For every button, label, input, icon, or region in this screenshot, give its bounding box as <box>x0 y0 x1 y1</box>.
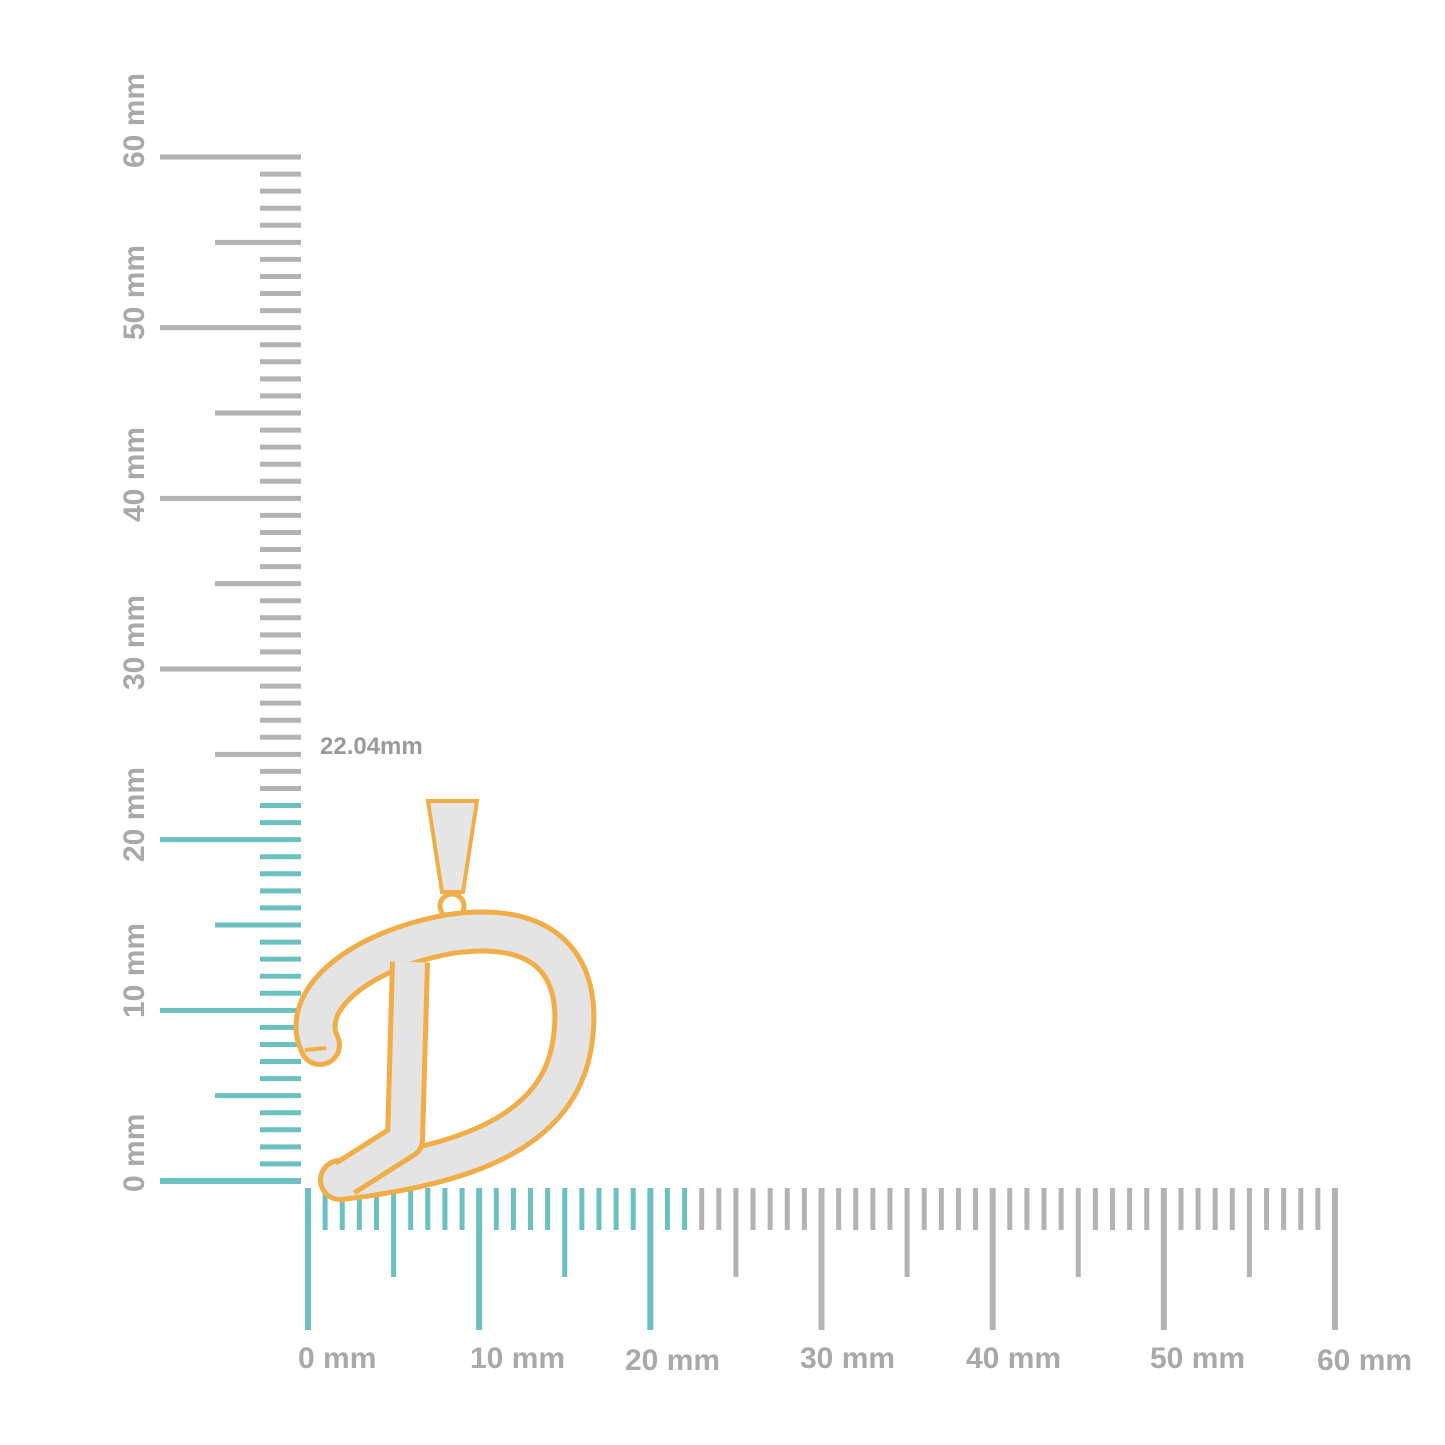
h-label-60: 60 mm <box>1317 1344 1413 1377</box>
h-label-30: 30 mm <box>800 1342 896 1375</box>
h-label-10: 10 mm <box>470 1342 566 1375</box>
v-label-30: 30 mm <box>118 594 151 690</box>
h-label-20: 20 mm <box>625 1344 721 1377</box>
v-label-10: 10 mm <box>118 922 151 1018</box>
pendant-bail <box>425 799 480 921</box>
height-measurement: 22.04mm <box>320 733 423 760</box>
v-label-20: 20 mm <box>118 766 151 862</box>
v-label-40: 40 mm <box>118 426 151 522</box>
v-label-0: 0 mm <box>118 1113 151 1192</box>
h-label-0: 0 mm <box>298 1342 377 1375</box>
h-label-40: 40 mm <box>966 1342 1062 1375</box>
v-label-60: 60 mm <box>118 72 151 168</box>
h-label-50: 50 mm <box>1150 1342 1246 1375</box>
pendant-letter-d <box>293 909 597 1202</box>
v-label-50: 50 mm <box>118 244 151 340</box>
